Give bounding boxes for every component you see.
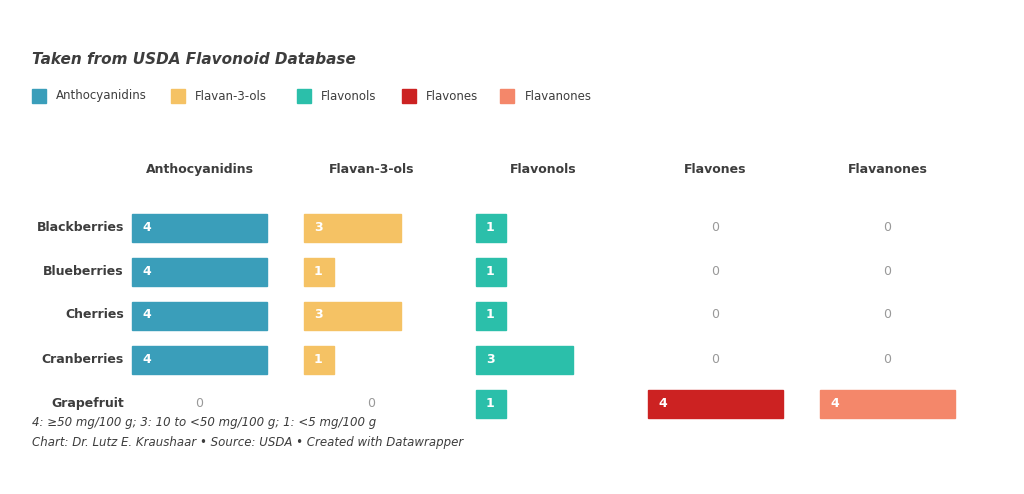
Bar (476, 214, 506, 242)
Text: 4: ≥50 mg/100 g; 3: 10 to <50 mg/100 g; 1: <5 mg/100 g: 4: ≥50 mg/100 g; 3: 10 to <50 mg/100 g; … (32, 415, 376, 428)
Bar (402, 89, 416, 103)
Text: 0: 0 (884, 220, 892, 234)
Text: Cranberries: Cranberries (42, 353, 124, 366)
Text: Taken from USDA Flavonoid Database: Taken from USDA Flavonoid Database (32, 51, 356, 67)
Bar (476, 390, 506, 418)
Text: 0: 0 (884, 308, 892, 322)
Text: 4: 4 (658, 397, 667, 410)
Bar (132, 258, 267, 286)
Text: 4: 4 (142, 264, 151, 278)
Bar (32, 89, 46, 103)
Text: Grapefruit: Grapefruit (51, 397, 124, 410)
Text: Flavones: Flavones (426, 89, 478, 102)
Text: 1: 1 (314, 353, 323, 366)
Text: 0: 0 (884, 353, 892, 366)
Text: 3: 3 (486, 353, 495, 366)
Bar (476, 346, 573, 374)
Text: 1: 1 (486, 397, 495, 410)
Bar (476, 302, 506, 330)
Bar (820, 390, 955, 418)
Bar (304, 214, 401, 242)
Text: Flavonols: Flavonols (510, 163, 577, 176)
Text: Flavonols: Flavonols (321, 89, 376, 102)
Text: 1: 1 (486, 308, 495, 322)
Text: Flavones: Flavones (684, 163, 746, 176)
Bar (132, 302, 267, 330)
Text: 0: 0 (712, 308, 720, 322)
Bar (648, 390, 783, 418)
Text: 4: 4 (142, 220, 151, 234)
Text: Anthocyanidins: Anthocyanidins (56, 89, 146, 102)
Text: 1: 1 (314, 264, 323, 278)
Text: 0: 0 (712, 220, 720, 234)
Bar (304, 346, 334, 374)
Text: 4: 4 (142, 308, 151, 322)
Bar (297, 89, 311, 103)
Bar (171, 89, 185, 103)
Text: 1: 1 (486, 264, 495, 278)
Text: Chart: Dr. Lutz E. Kraushaar • Source: USDA • Created with Datawrapper: Chart: Dr. Lutz E. Kraushaar • Source: U… (32, 436, 463, 449)
Bar (476, 258, 506, 286)
Text: 0: 0 (368, 397, 376, 410)
Text: Flavan-3-ols: Flavan-3-ols (329, 163, 415, 176)
Text: Cherries: Cherries (66, 308, 124, 322)
Bar (304, 258, 334, 286)
Text: Flavanones: Flavanones (524, 89, 592, 102)
Text: Anthocyanidins: Anthocyanidins (145, 163, 254, 176)
Bar (501, 89, 514, 103)
Text: Flavan-3-ols: Flavan-3-ols (196, 89, 267, 102)
Text: 0: 0 (712, 264, 720, 278)
Bar (132, 214, 267, 242)
Text: 0: 0 (884, 264, 892, 278)
Text: 3: 3 (314, 220, 323, 234)
Text: 1: 1 (486, 220, 495, 234)
Bar (304, 302, 401, 330)
Text: 4: 4 (830, 397, 839, 410)
Text: Blackberries: Blackberries (37, 220, 124, 234)
Text: 0: 0 (196, 397, 204, 410)
Text: 3: 3 (314, 308, 323, 322)
Text: Blueberries: Blueberries (43, 264, 124, 278)
Text: 0: 0 (712, 353, 720, 366)
Text: Flavanones: Flavanones (848, 163, 928, 176)
Bar (132, 346, 267, 374)
Text: 4: 4 (142, 353, 151, 366)
